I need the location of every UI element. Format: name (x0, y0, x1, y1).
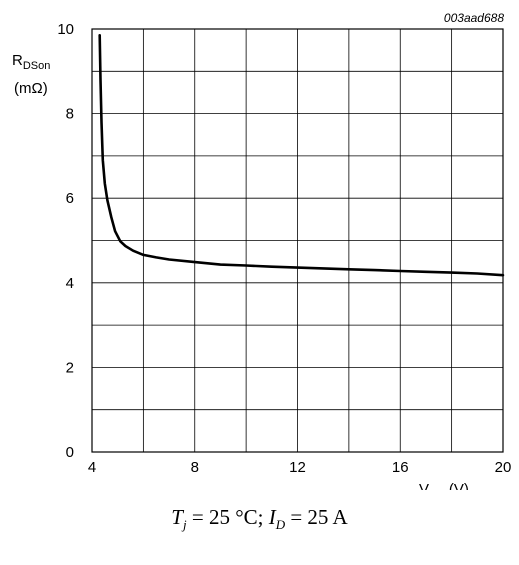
y-tick-label: 10 (57, 21, 74, 38)
x-tick-label: 4 (88, 459, 96, 476)
conditions-caption: Tj = 25 °C; ID = 25 A (0, 505, 519, 533)
x-tick-label: 20 (495, 459, 512, 476)
id-value: = 25 A (285, 505, 348, 529)
tj-symbol: T (171, 505, 183, 529)
rdson-curve (98, 33, 505, 277)
y-tick-label: 8 (66, 106, 74, 123)
x-tick-label: 16 (392, 459, 409, 476)
y-axis-unit: (mΩ) (14, 80, 48, 97)
figure-code: 003aad688 (444, 11, 504, 25)
y-tick-label: 2 (66, 359, 74, 376)
id-symbol: I (268, 505, 276, 529)
tj-value: = 25 °C; (186, 505, 269, 529)
x-tick-label: 12 (289, 459, 306, 476)
plot-frame (91, 28, 504, 453)
series-group (98, 33, 505, 277)
tj-subscript: j (182, 517, 187, 533)
y-tick-label: 6 (66, 190, 74, 207)
y-tick-label: 0 (66, 444, 74, 461)
grid (92, 29, 503, 452)
y-tick-label: 4 (66, 275, 74, 292)
y-axis-label: RDSon (12, 52, 50, 72)
x-tick-label: 8 (191, 459, 199, 476)
rdson-vs-vgs-chart: 4 8 12 16 20 0 2 4 6 8 10 003aad688 RDSon (mΩ) VG… (12, 11, 512, 490)
x-axis-label: VGS(V) (419, 481, 469, 490)
x-tick-labels: 4 8 12 16 20 (88, 459, 512, 476)
y-tick-labels: 0 2 4 6 8 10 (57, 21, 74, 461)
id-subscript: D (275, 517, 286, 533)
